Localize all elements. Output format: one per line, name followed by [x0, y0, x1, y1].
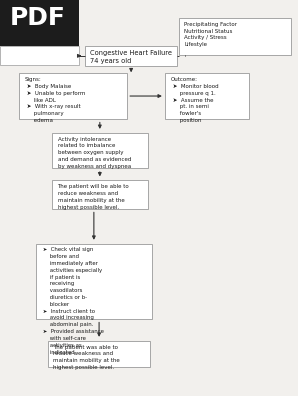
FancyBboxPatch shape	[85, 46, 177, 66]
Text: The patient was able to
reduce weakness and
maintain mobility at the
highest pos: The patient was able to reduce weakness …	[53, 345, 120, 370]
Text: Precipitating Factor
Nutritional Status
Activity / Stress
Lifestyle: Precipitating Factor Nutritional Status …	[184, 22, 237, 47]
Text: Congestive Heart Failure
74 years old: Congestive Heart Failure 74 years old	[90, 50, 172, 64]
FancyBboxPatch shape	[52, 180, 148, 209]
FancyBboxPatch shape	[48, 341, 150, 367]
FancyBboxPatch shape	[0, 46, 79, 65]
FancyBboxPatch shape	[36, 244, 152, 319]
Text: PDF: PDF	[10, 6, 66, 30]
Text: Outcome:
 ➤  Monitor blood
     pressure q 1.
 ➤  Assume the
     pt. in semi
  : Outcome: ➤ Monitor blood pressure q 1. ➤…	[171, 77, 218, 123]
FancyBboxPatch shape	[165, 73, 249, 119]
FancyBboxPatch shape	[179, 18, 291, 55]
Text: The patient will be able to
reduce weakness and
maintain mobility at the
highest: The patient will be able to reduce weakn…	[58, 184, 129, 209]
FancyBboxPatch shape	[0, 0, 79, 46]
FancyBboxPatch shape	[19, 73, 127, 119]
Text: ➤  Check vital sign
     before and
     immediately after
     activities espec: ➤ Check vital sign before and immediatel…	[41, 248, 104, 354]
Text: Signs:
 ➤  Body Malaise
 ➤  Unable to perform
     like ADL
 ➤  With x-ray resul: Signs: ➤ Body Malaise ➤ Unable to perfor…	[25, 77, 85, 123]
FancyBboxPatch shape	[52, 133, 148, 168]
Text: Activity intolerance
related to imbalance
between oxygen supply
and demand as ev: Activity intolerance related to imbalanc…	[58, 137, 131, 169]
